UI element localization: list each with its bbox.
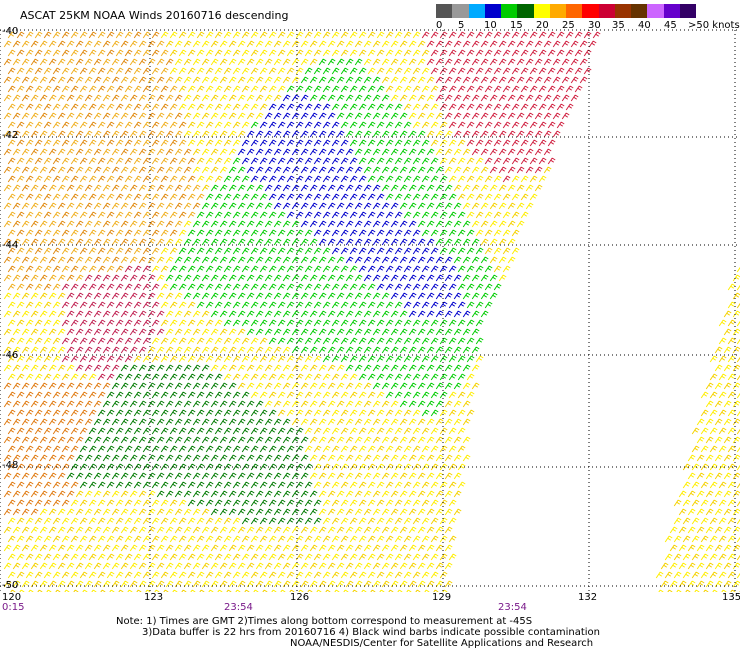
colorbar-swatch (647, 4, 664, 18)
colorbar-swatch (614, 4, 631, 18)
colorbar-swatch (501, 4, 518, 18)
wind-barbs (3, 382, 111, 516)
wind-speed-colorbar (436, 4, 696, 18)
note-line-2: 3)Data buffer is 22 hrs from 20160716 4)… (142, 627, 600, 638)
colorbar-swatch (679, 4, 696, 18)
wind-barbs (61, 265, 165, 381)
lat-label-42: -42 (2, 130, 19, 141)
lon-label-135: 135 (722, 592, 740, 603)
lon-label-129: 129 (432, 592, 452, 603)
colorbar-labels: 0 5 10 15 20 25 30 35 40 45 >50 knots (430, 20, 740, 32)
colorbar-swatch (533, 4, 550, 18)
colorbar-label: 15 (510, 20, 523, 31)
footnotes: Note: 1) Times are GMT 2)Times along bot… (100, 616, 660, 649)
colorbar-swatch (549, 4, 566, 18)
colorbar-swatch (436, 4, 453, 18)
colorbar-swatch (663, 4, 680, 18)
lat-label-48: -48 (2, 460, 19, 471)
colorbar-label: 30 (588, 20, 601, 31)
wind-barbs (66, 364, 322, 525)
time-label-2: 23:54 (224, 602, 253, 613)
lon-label-120: 120 (2, 592, 22, 603)
colorbar-swatch (566, 4, 583, 18)
lat-label-44: -44 (2, 240, 19, 251)
colorbar-label: 10 (484, 20, 497, 31)
colorbar-swatch (468, 4, 485, 18)
lat-label-40: -40 (2, 26, 19, 37)
lat-label-50: -50 (2, 580, 19, 591)
wind-barbs (237, 94, 471, 318)
wind-barbs (3, 31, 201, 291)
lon-label-132: 132 (578, 592, 598, 603)
colorbar-label: 5 (458, 20, 465, 31)
colorbar-label: 0 (436, 20, 443, 31)
lon-label-123: 123 (144, 592, 164, 603)
colorbar-swatch (484, 4, 501, 18)
note-line-3: NOAA/NESDIS/Center for Satellite Applica… (290, 638, 594, 649)
wind-barbs (3, 31, 205, 291)
colorbar-swatch (631, 4, 648, 18)
colorbar-swatch (452, 4, 469, 18)
colorbar-label: 20 (536, 20, 549, 31)
colorbar-label: 40 (638, 20, 651, 31)
colorbar-label: >50 knots (688, 20, 740, 31)
colorbar-swatch (598, 4, 615, 18)
colorbar-label: 45 (664, 20, 677, 31)
wind-barbs (165, 58, 502, 417)
lat-label-46: -46 (2, 350, 19, 361)
colorbar-swatch (582, 4, 599, 18)
lat-lon-grid (0, 29, 740, 592)
note-line-1: Note: 1) Times are GMT 2)Times along bot… (116, 616, 533, 627)
colorbar-label: 35 (612, 20, 625, 31)
lon-label-126: 126 (290, 592, 310, 603)
time-label-1: 0:15 (2, 602, 25, 613)
colorbar-label: 25 (562, 20, 575, 31)
wind-barbs (3, 31, 740, 592)
colorbar-swatch (517, 4, 534, 18)
wind-barbs (3, 31, 740, 592)
map-title: ASCAT 25KM NOAA Winds 20160716 descendin… (20, 9, 289, 22)
time-label-3: 23:54 (498, 602, 527, 613)
wind-barbs (421, 31, 601, 183)
